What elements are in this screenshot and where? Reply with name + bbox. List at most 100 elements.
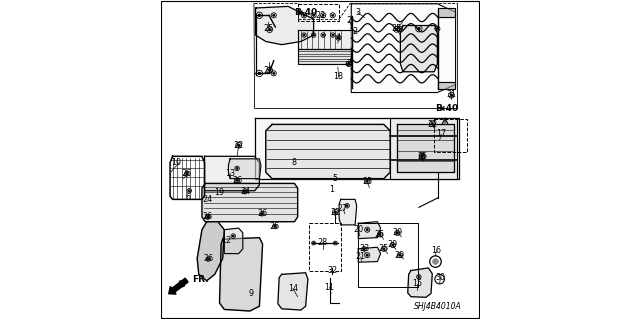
- Text: 29: 29: [388, 241, 398, 249]
- Polygon shape: [205, 156, 259, 191]
- Text: 5: 5: [333, 174, 338, 183]
- Text: 15: 15: [412, 279, 422, 288]
- Text: 27: 27: [338, 204, 348, 213]
- Circle shape: [399, 254, 401, 256]
- Polygon shape: [202, 183, 298, 222]
- Circle shape: [186, 173, 188, 175]
- Circle shape: [396, 232, 398, 234]
- Circle shape: [335, 242, 336, 244]
- Text: 2: 2: [352, 27, 357, 36]
- Circle shape: [436, 28, 438, 30]
- Circle shape: [274, 226, 276, 227]
- Text: 25: 25: [375, 230, 385, 239]
- Circle shape: [392, 244, 394, 246]
- Text: 24: 24: [240, 187, 250, 196]
- Circle shape: [337, 37, 340, 39]
- Polygon shape: [358, 247, 381, 262]
- Text: 26: 26: [204, 254, 213, 263]
- Circle shape: [207, 216, 209, 218]
- Circle shape: [379, 234, 381, 235]
- Text: 6: 6: [185, 193, 190, 202]
- Polygon shape: [220, 238, 262, 311]
- Polygon shape: [255, 118, 459, 179]
- Polygon shape: [438, 8, 455, 17]
- Text: 29: 29: [392, 228, 403, 237]
- Text: 22: 22: [315, 11, 325, 20]
- Text: 14: 14: [288, 284, 298, 293]
- Circle shape: [418, 276, 420, 278]
- Circle shape: [232, 235, 234, 237]
- Text: 25: 25: [264, 24, 274, 33]
- Polygon shape: [197, 222, 224, 281]
- Text: 1: 1: [329, 185, 333, 194]
- Circle shape: [383, 248, 385, 250]
- Circle shape: [431, 122, 433, 125]
- Circle shape: [313, 34, 314, 36]
- Circle shape: [334, 211, 337, 213]
- Text: 23: 23: [359, 244, 369, 253]
- Text: 26: 26: [203, 212, 212, 221]
- Polygon shape: [390, 118, 457, 179]
- Polygon shape: [339, 199, 356, 225]
- Circle shape: [396, 28, 397, 31]
- Circle shape: [366, 180, 368, 182]
- Circle shape: [323, 34, 324, 36]
- Circle shape: [236, 179, 238, 181]
- Circle shape: [303, 34, 305, 36]
- Text: 3: 3: [355, 8, 360, 17]
- Circle shape: [236, 167, 238, 169]
- Circle shape: [421, 155, 423, 158]
- Polygon shape: [266, 124, 390, 179]
- Polygon shape: [397, 124, 454, 172]
- Text: 25: 25: [417, 152, 428, 161]
- Text: 12: 12: [221, 236, 231, 245]
- Text: 8: 8: [292, 158, 297, 167]
- Circle shape: [346, 205, 348, 207]
- Circle shape: [261, 213, 263, 215]
- Text: B-40: B-40: [435, 104, 458, 113]
- Text: 10: 10: [172, 158, 182, 167]
- Circle shape: [366, 254, 368, 256]
- Text: 18: 18: [333, 72, 344, 81]
- Polygon shape: [401, 26, 437, 72]
- Polygon shape: [351, 4, 456, 93]
- Text: 22: 22: [427, 120, 437, 129]
- Polygon shape: [298, 30, 352, 49]
- Circle shape: [313, 242, 314, 244]
- Text: 25: 25: [379, 244, 389, 253]
- Polygon shape: [228, 159, 261, 179]
- Text: 26: 26: [257, 209, 267, 218]
- Text: 26: 26: [269, 222, 280, 231]
- Circle shape: [188, 190, 190, 192]
- Text: 25: 25: [264, 66, 274, 75]
- Text: 22: 22: [330, 208, 340, 217]
- Circle shape: [348, 63, 349, 65]
- Circle shape: [332, 14, 334, 16]
- Text: B-40: B-40: [294, 8, 317, 17]
- Text: 24: 24: [202, 195, 212, 204]
- Text: 16: 16: [431, 246, 442, 255]
- Circle shape: [366, 229, 368, 231]
- Circle shape: [322, 14, 324, 16]
- Text: 4: 4: [336, 33, 341, 42]
- Circle shape: [312, 14, 315, 16]
- Circle shape: [303, 14, 305, 16]
- Circle shape: [207, 216, 209, 218]
- Text: 20: 20: [353, 225, 364, 234]
- Text: FR.: FR.: [193, 275, 209, 284]
- FancyArrow shape: [169, 278, 188, 294]
- Circle shape: [418, 27, 420, 30]
- Text: 25: 25: [362, 177, 372, 186]
- Circle shape: [332, 34, 333, 36]
- Circle shape: [433, 259, 438, 264]
- Polygon shape: [224, 228, 243, 254]
- Text: 28: 28: [317, 238, 328, 247]
- Circle shape: [207, 258, 209, 260]
- Text: 13: 13: [225, 169, 235, 178]
- Circle shape: [273, 14, 275, 16]
- Circle shape: [348, 63, 349, 65]
- Polygon shape: [358, 222, 381, 239]
- Circle shape: [244, 190, 246, 192]
- Circle shape: [421, 154, 423, 157]
- Circle shape: [237, 144, 240, 146]
